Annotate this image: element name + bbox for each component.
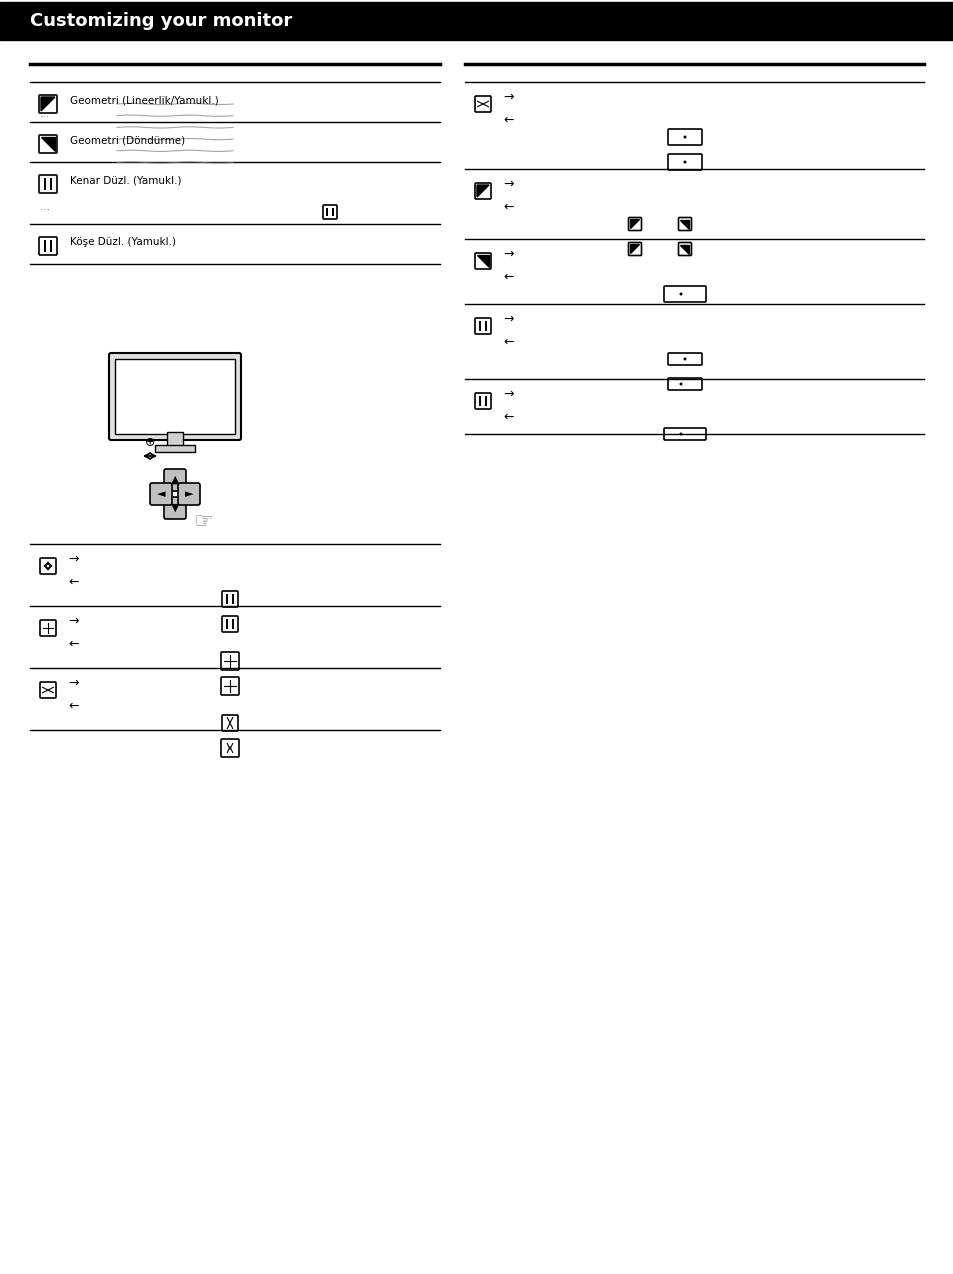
FancyBboxPatch shape — [221, 739, 239, 757]
Bar — [0, 3, 953, 39]
Bar — [44, 178, 46, 190]
Text: ←: ← — [502, 113, 513, 126]
Bar — [478, 396, 480, 406]
FancyBboxPatch shape — [39, 237, 57, 255]
Text: →: → — [68, 676, 78, 689]
FancyBboxPatch shape — [164, 497, 186, 519]
FancyBboxPatch shape — [663, 285, 705, 302]
Bar — [44, 240, 46, 252]
FancyBboxPatch shape — [475, 392, 491, 409]
Text: →: → — [68, 553, 78, 566]
Text: Customizing your monitor: Customizing your monitor — [30, 11, 292, 31]
Text: ☞: ☞ — [193, 512, 213, 533]
FancyBboxPatch shape — [150, 483, 172, 505]
Text: Köşe Düzl. (Yamukl.): Köşe Düzl. (Yamukl.) — [70, 237, 175, 247]
Polygon shape — [630, 245, 639, 254]
Bar — [484, 321, 487, 331]
Text: ▲: ▲ — [171, 475, 179, 485]
Text: ◄: ◄ — [156, 489, 165, 499]
Text: →: → — [502, 312, 513, 325]
FancyBboxPatch shape — [178, 483, 200, 505]
Bar — [332, 208, 334, 217]
Polygon shape — [679, 245, 689, 254]
Text: ←: ← — [502, 200, 513, 214]
Polygon shape — [630, 219, 639, 228]
FancyBboxPatch shape — [678, 218, 691, 231]
FancyBboxPatch shape — [222, 591, 237, 606]
Bar — [50, 240, 52, 252]
Bar — [226, 594, 228, 604]
FancyBboxPatch shape — [667, 378, 701, 390]
FancyBboxPatch shape — [40, 682, 56, 698]
Text: ⊕: ⊕ — [145, 436, 155, 448]
Text: →: → — [502, 177, 513, 191]
Text: Kenar Düzl. (Yamukl.): Kenar Düzl. (Yamukl.) — [70, 175, 181, 185]
Bar — [478, 321, 480, 331]
Text: ←: ← — [68, 576, 78, 589]
Text: ←: ← — [502, 335, 513, 349]
FancyBboxPatch shape — [323, 205, 336, 219]
FancyBboxPatch shape — [663, 428, 705, 440]
Text: →: → — [502, 387, 513, 400]
FancyBboxPatch shape — [221, 652, 239, 670]
FancyBboxPatch shape — [39, 96, 57, 113]
FancyBboxPatch shape — [475, 183, 491, 199]
Circle shape — [679, 293, 681, 296]
FancyBboxPatch shape — [109, 353, 241, 440]
FancyBboxPatch shape — [221, 676, 239, 696]
Polygon shape — [41, 138, 55, 152]
Bar — [226, 619, 228, 629]
Bar — [232, 594, 234, 604]
FancyBboxPatch shape — [475, 96, 491, 112]
Circle shape — [679, 382, 681, 386]
Polygon shape — [476, 255, 489, 268]
FancyBboxPatch shape — [164, 469, 186, 490]
FancyBboxPatch shape — [667, 129, 701, 145]
FancyBboxPatch shape — [628, 218, 640, 231]
FancyBboxPatch shape — [222, 617, 237, 632]
Text: ←: ← — [502, 270, 513, 284]
Text: Geometri (Döndürme): Geometri (Döndürme) — [70, 135, 185, 145]
FancyBboxPatch shape — [628, 242, 640, 256]
FancyBboxPatch shape — [475, 254, 491, 269]
Bar — [484, 396, 487, 406]
Bar — [232, 619, 234, 629]
FancyBboxPatch shape — [40, 558, 56, 575]
Polygon shape — [679, 219, 689, 228]
FancyBboxPatch shape — [222, 715, 237, 731]
Text: →: → — [502, 90, 513, 103]
Text: Geometri (Lineerlik/Yamukl.): Geometri (Lineerlik/Yamukl.) — [70, 96, 218, 104]
FancyBboxPatch shape — [678, 242, 691, 256]
FancyBboxPatch shape — [40, 620, 56, 636]
Polygon shape — [476, 185, 489, 197]
FancyBboxPatch shape — [475, 318, 491, 334]
FancyBboxPatch shape — [667, 154, 701, 169]
Circle shape — [682, 358, 686, 361]
Bar — [154, 445, 194, 452]
Text: ←: ← — [68, 637, 78, 651]
Polygon shape — [41, 97, 55, 111]
Text: ...: ... — [40, 203, 134, 211]
Text: ►: ► — [185, 489, 193, 499]
Text: →: → — [68, 614, 78, 628]
Text: ←: ← — [68, 699, 78, 712]
Circle shape — [682, 161, 686, 163]
Text: ▼: ▼ — [171, 503, 179, 513]
Circle shape — [679, 432, 681, 436]
Bar — [167, 432, 183, 446]
Bar — [325, 208, 328, 217]
Circle shape — [682, 135, 686, 139]
FancyBboxPatch shape — [39, 135, 57, 153]
Text: ...: ... — [40, 110, 51, 118]
FancyBboxPatch shape — [39, 175, 57, 192]
Text: →: → — [502, 247, 513, 260]
Bar — [115, 359, 234, 434]
FancyBboxPatch shape — [667, 353, 701, 364]
Bar — [50, 178, 52, 190]
Text: ←: ← — [502, 410, 513, 423]
